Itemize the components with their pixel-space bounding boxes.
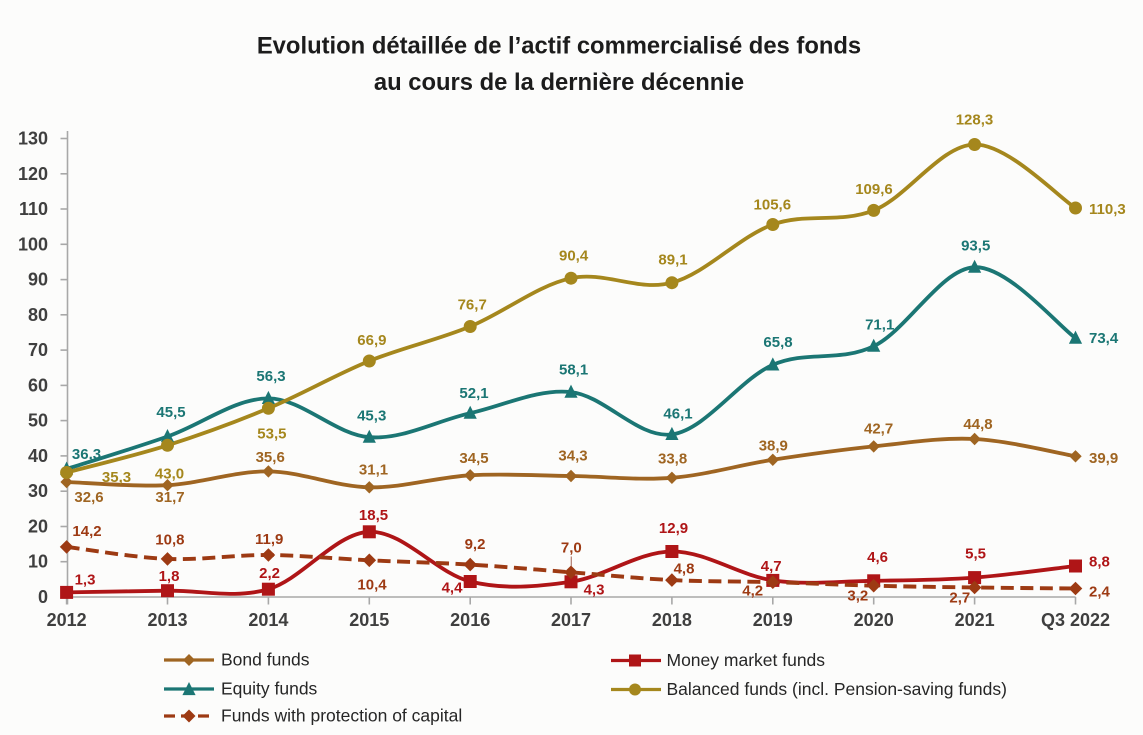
svg-text:11,9: 11,9 (255, 531, 283, 548)
svg-text:18,5: 18,5 (359, 507, 388, 524)
svg-text:2,7: 2,7 (949, 589, 970, 606)
svg-text:14,2: 14,2 (72, 523, 101, 540)
svg-text:58,1: 58,1 (559, 361, 588, 378)
svg-text:128,3: 128,3 (956, 112, 994, 129)
svg-text:110,3: 110,3 (1089, 201, 1126, 218)
svg-text:39,9: 39,9 (1089, 450, 1118, 467)
svg-text:2020: 2020 (854, 610, 894, 630)
svg-text:4,2: 4,2 (742, 582, 763, 599)
svg-text:80: 80 (28, 305, 48, 325)
svg-text:60: 60 (28, 375, 48, 395)
svg-text:2018: 2018 (652, 610, 692, 630)
svg-text:50: 50 (28, 411, 48, 431)
svg-text:43,0: 43,0 (155, 465, 184, 482)
svg-text:2015: 2015 (349, 610, 389, 630)
svg-text:130: 130 (18, 129, 48, 149)
svg-text:2,4: 2,4 (1089, 583, 1111, 600)
svg-text:4,7: 4,7 (761, 558, 782, 575)
svg-text:90,4: 90,4 (559, 248, 589, 265)
svg-text:20: 20 (28, 517, 48, 537)
svg-text:2014: 2014 (248, 610, 288, 630)
svg-text:109,6: 109,6 (855, 181, 893, 198)
svg-text:110: 110 (19, 199, 48, 219)
svg-text:2021: 2021 (955, 610, 995, 630)
svg-text:76,7: 76,7 (458, 296, 487, 313)
svg-text:3,2: 3,2 (847, 588, 868, 605)
svg-text:65,8: 65,8 (763, 334, 792, 351)
svg-text:70: 70 (28, 340, 48, 360)
svg-text:31,7: 31,7 (155, 489, 184, 506)
svg-text:35,3: 35,3 (102, 469, 131, 486)
svg-text:105,6: 105,6 (754, 197, 792, 214)
svg-text:Evolution détaillée de l’actif: Evolution détaillée de l’actif commercia… (257, 33, 861, 60)
svg-text:35,6: 35,6 (256, 449, 285, 466)
svg-text:2016: 2016 (450, 610, 490, 630)
svg-text:2017: 2017 (551, 610, 591, 630)
svg-text:2012: 2012 (47, 610, 87, 630)
svg-text:2,2: 2,2 (259, 565, 280, 582)
svg-text:12,9: 12,9 (659, 520, 688, 537)
svg-text:8,8: 8,8 (1089, 553, 1110, 570)
svg-text:4,8: 4,8 (674, 560, 695, 577)
svg-text:38,9: 38,9 (759, 438, 788, 455)
svg-text:56,3: 56,3 (256, 368, 285, 385)
svg-text:10,4: 10,4 (357, 576, 387, 593)
svg-text:Funds with protection of capit: Funds with protection of capital (221, 706, 462, 726)
svg-text:36,3: 36,3 (72, 446, 101, 463)
svg-text:10,8: 10,8 (155, 532, 184, 549)
svg-text:9,2: 9,2 (465, 536, 486, 553)
svg-text:5,5: 5,5 (965, 546, 986, 563)
svg-text:Q3 2022: Q3 2022 (1041, 610, 1110, 630)
svg-text:4,4: 4,4 (442, 579, 464, 596)
svg-text:44,8: 44,8 (963, 416, 992, 433)
svg-text:34,3: 34,3 (558, 448, 587, 465)
svg-text:0: 0 (38, 587, 48, 607)
svg-text:73,4: 73,4 (1089, 330, 1119, 347)
svg-text:100: 100 (18, 234, 48, 254)
svg-text:120: 120 (18, 164, 48, 184)
svg-text:45,3: 45,3 (357, 407, 386, 424)
svg-text:2013: 2013 (147, 610, 187, 630)
svg-text:1,8: 1,8 (159, 568, 180, 585)
svg-text:45,5: 45,5 (156, 404, 185, 421)
svg-text:53,5: 53,5 (257, 426, 286, 443)
svg-text:32,6: 32,6 (74, 489, 103, 506)
svg-text:71,1: 71,1 (865, 316, 894, 333)
svg-text:33,8: 33,8 (658, 450, 687, 467)
svg-text:93,5: 93,5 (961, 237, 990, 254)
svg-text:Bond funds: Bond funds (221, 650, 310, 670)
svg-text:90: 90 (28, 270, 48, 290)
svg-text:au cours de la dernière décenn: au cours de la dernière décennie (374, 69, 744, 96)
svg-text:89,1: 89,1 (658, 252, 687, 269)
svg-text:4,3: 4,3 (584, 582, 605, 599)
svg-text:42,7: 42,7 (864, 420, 893, 437)
svg-text:52,1: 52,1 (459, 385, 488, 402)
svg-text:1,3: 1,3 (75, 571, 96, 588)
svg-text:10: 10 (28, 552, 48, 572)
svg-text:34,5: 34,5 (459, 450, 488, 467)
svg-text:30: 30 (28, 481, 48, 501)
svg-text:Balanced funds (incl. Pension-: Balanced funds (incl. Pension-saving fun… (667, 679, 1007, 699)
svg-text:2019: 2019 (753, 610, 793, 630)
svg-text:31,1: 31,1 (359, 462, 388, 479)
svg-text:Money market funds: Money market funds (667, 650, 826, 670)
svg-text:40: 40 (28, 446, 48, 466)
svg-text:4,6: 4,6 (867, 549, 888, 566)
svg-text:7,0: 7,0 (561, 540, 582, 557)
svg-text:66,9: 66,9 (357, 332, 386, 349)
svg-text:46,1: 46,1 (663, 406, 692, 423)
svg-text:Equity funds: Equity funds (221, 679, 318, 699)
